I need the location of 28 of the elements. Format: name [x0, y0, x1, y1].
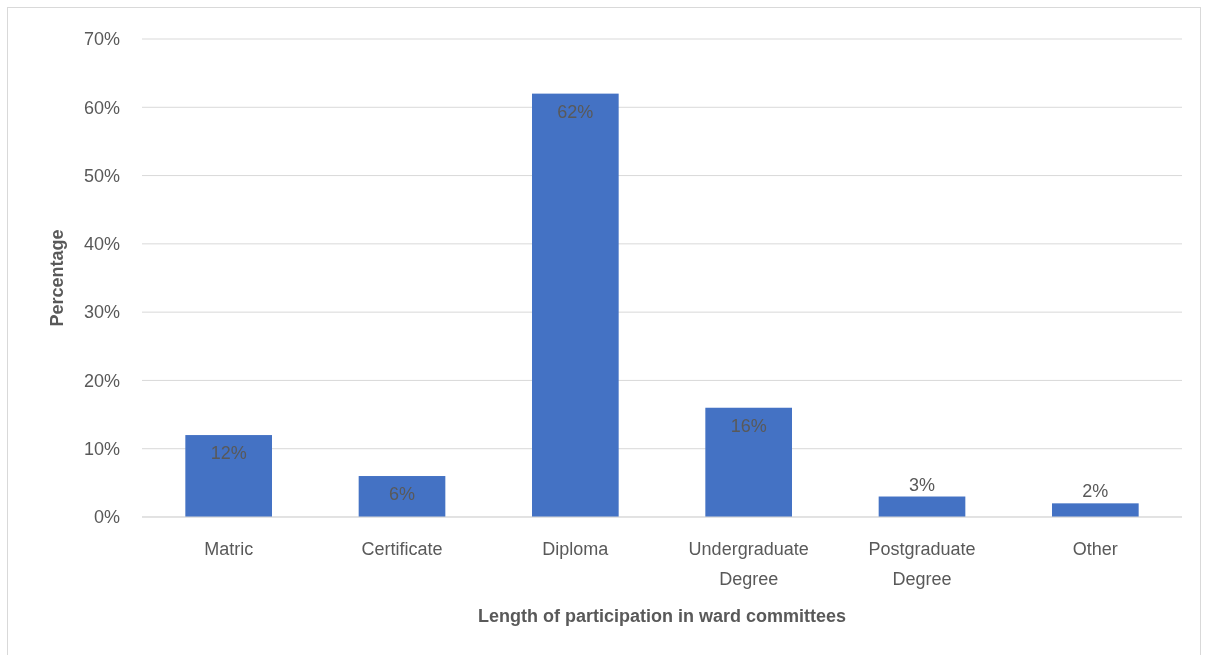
data-label: 16%: [730, 415, 767, 436]
data-label: 6%: [388, 484, 416, 505]
y-tick-label: 0%: [93, 507, 120, 528]
x-axis-title: Length of participation in ward committees: [477, 606, 847, 626]
y-tick-label: 70%: [83, 29, 120, 50]
y-tick-label: 10%: [83, 439, 120, 460]
data-label: 3%: [908, 474, 936, 495]
y-axis-title: Percentage: [47, 229, 67, 327]
x-tick-label: Postgraduate Degree: [868, 539, 976, 589]
x-tick-label: Certificate: [361, 539, 443, 559]
bar: [1052, 503, 1139, 517]
x-tick-label: Matric: [204, 539, 254, 559]
data-label: 12%: [210, 443, 247, 464]
data-label: 2%: [1082, 481, 1109, 502]
y-tick-label: 20%: [83, 370, 120, 391]
y-tick-label: 40%: [83, 234, 120, 255]
y-tick-label: 50%: [83, 165, 120, 186]
bar: [358, 476, 446, 517]
bar: [185, 435, 272, 517]
x-tick-label: Other: [1072, 539, 1118, 559]
y-tick-label: 30%: [83, 302, 120, 323]
x-tick-label: Diploma: [542, 539, 610, 559]
x-tick-label: Undergraduate Degree: [688, 539, 809, 589]
data-label: 62%: [557, 101, 594, 122]
bar: [878, 496, 966, 517]
bar: [532, 93, 619, 517]
y-tick-label: 60%: [83, 97, 120, 118]
bar: [705, 407, 792, 517]
